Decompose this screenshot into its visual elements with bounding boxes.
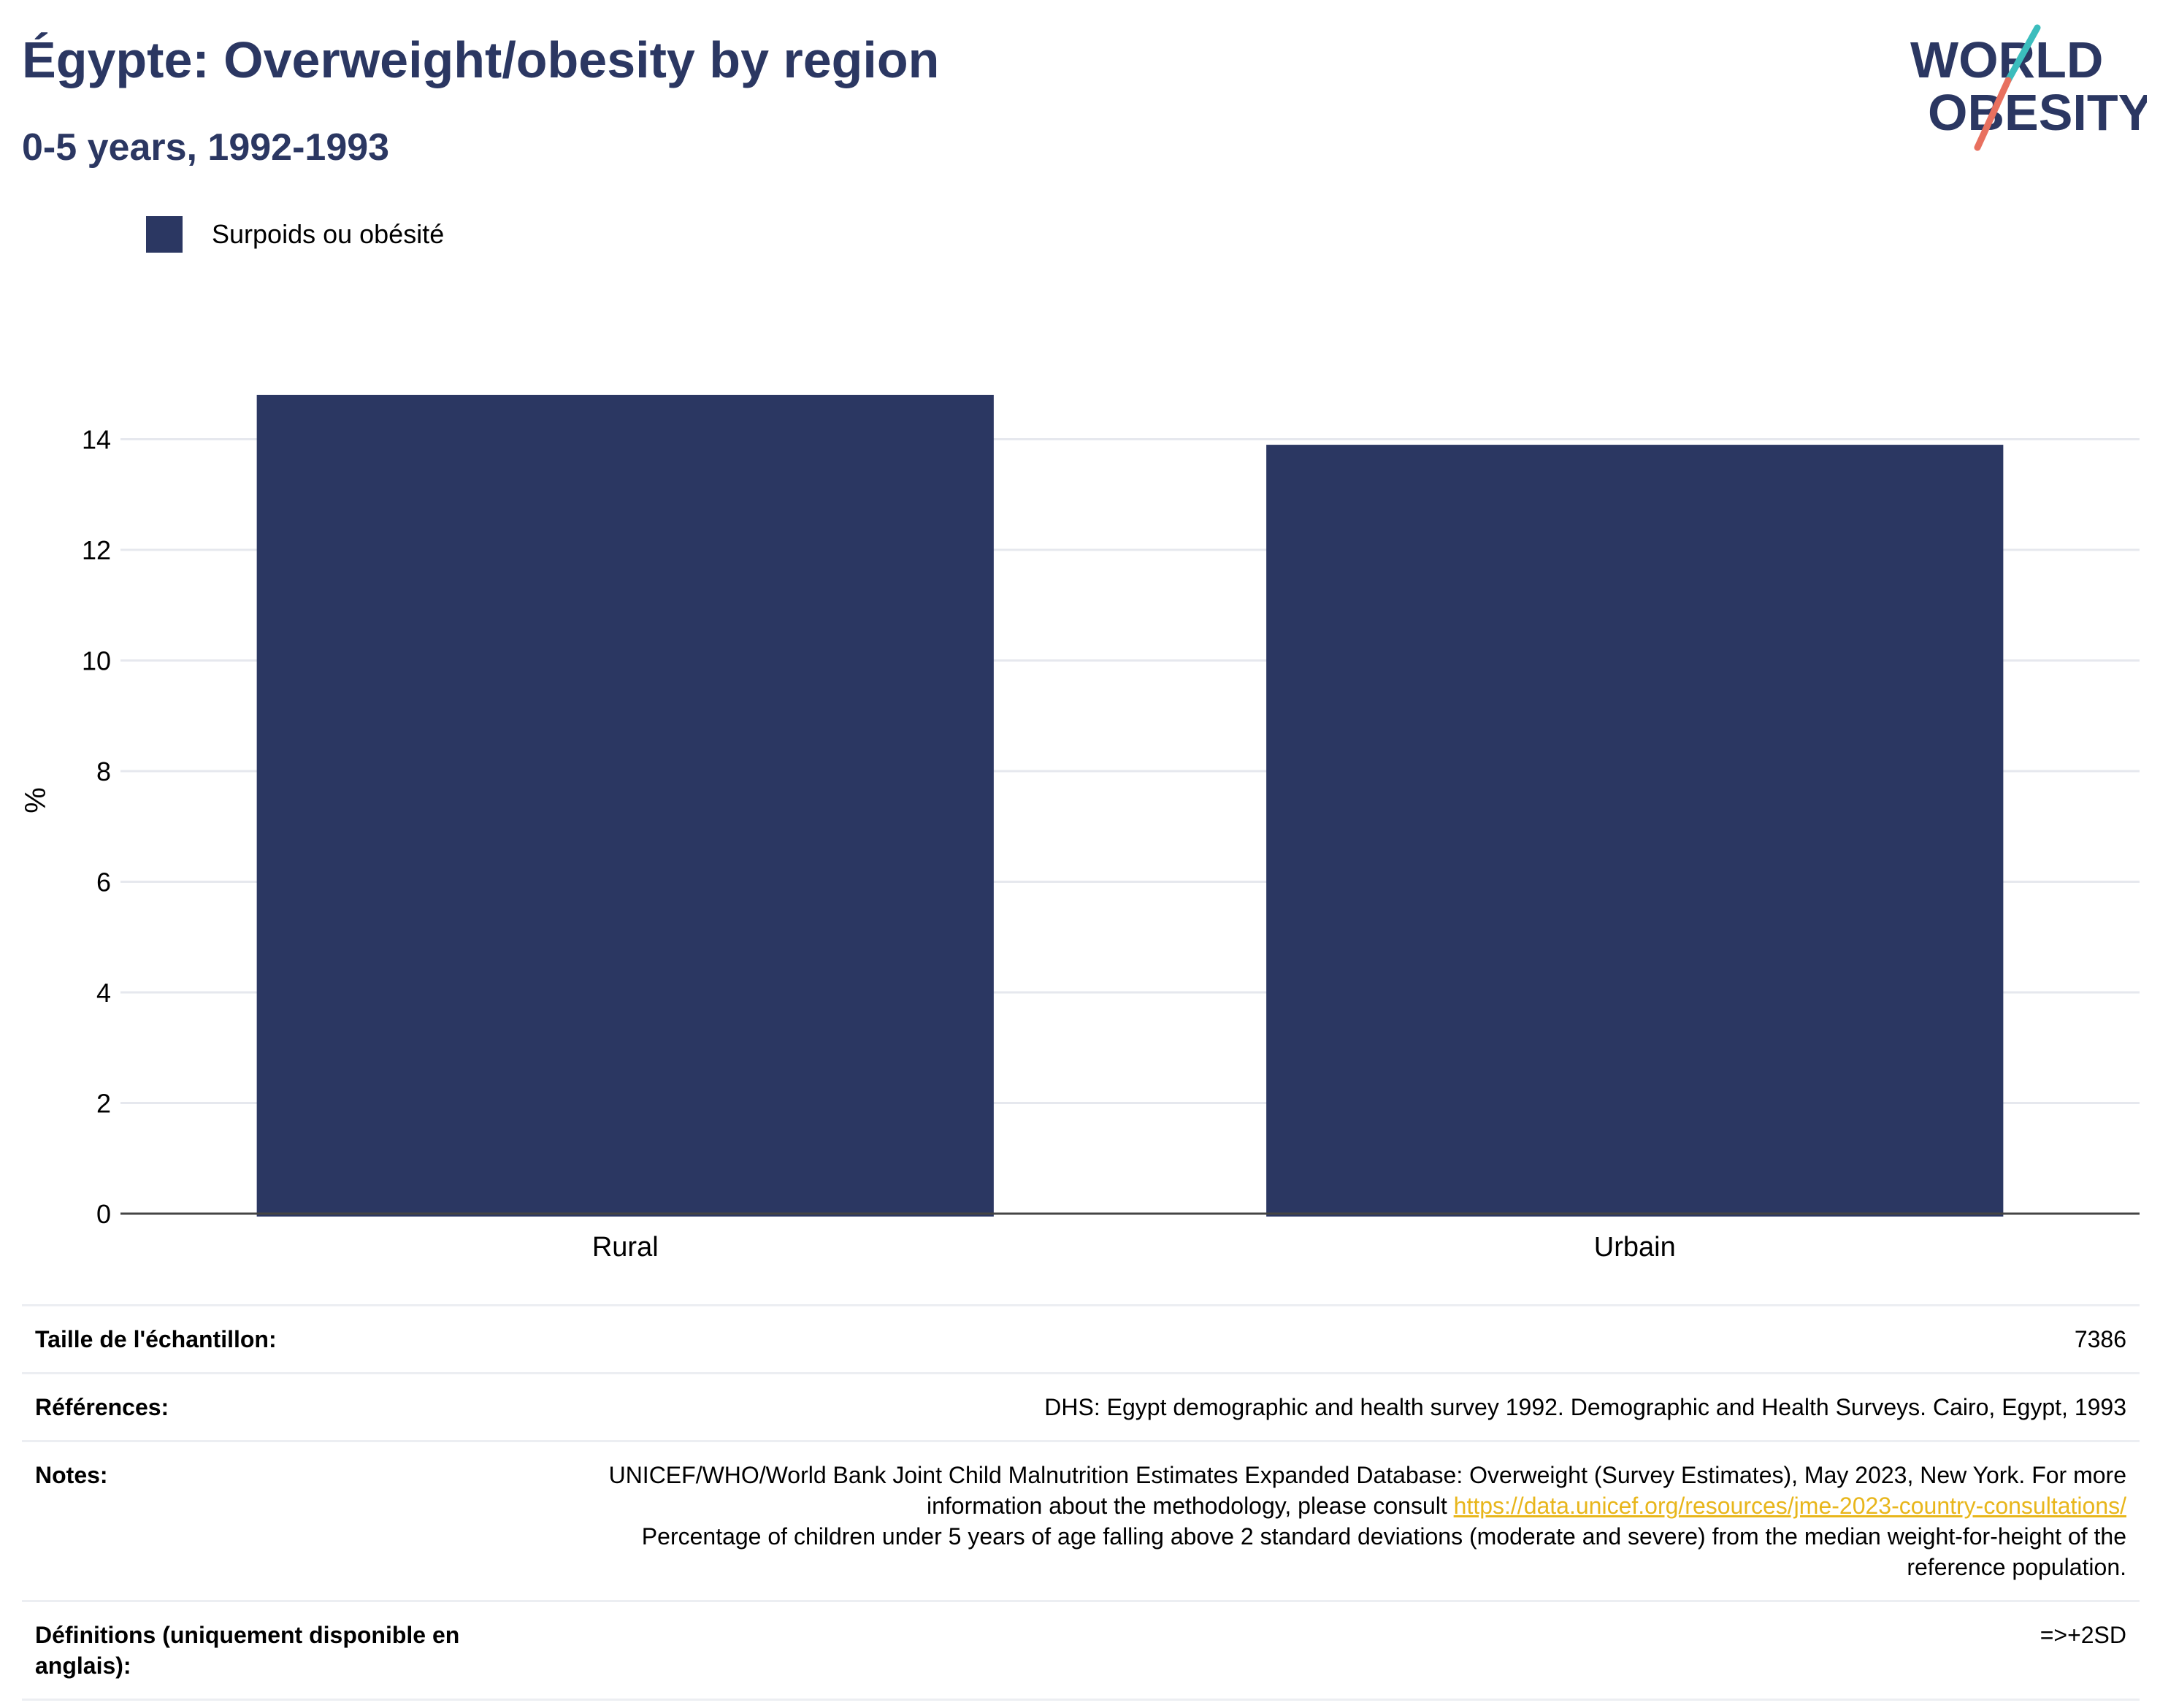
notes-text-before: UNICEF/WHO/World Bank Joint Child Malnut… bbox=[608, 1462, 2126, 1519]
definitions-value: =>+2SD bbox=[2040, 1622, 2126, 1648]
legend[interactable]: Surpoids ou obésité bbox=[146, 216, 444, 253]
y-tick-label: 12 bbox=[82, 535, 111, 565]
x-tick-label: Urbain bbox=[1594, 1232, 1676, 1263]
legend-swatch bbox=[146, 216, 183, 253]
references-label: Références: bbox=[35, 1394, 169, 1420]
bar-chart: 0 2 4 6 8 10 12 14% Rural Urbain bbox=[20, 394, 2140, 1263]
info-row-sample-size: Taille de l'échantillon: 7386 bbox=[22, 1304, 2140, 1372]
chart-title: Égypte: Overweight/obesity by region bbox=[22, 31, 940, 88]
notes-text-after: Percentage of children under 5 years of … bbox=[641, 1523, 2126, 1580]
references-value: DHS: Egypt demographic and health survey… bbox=[1044, 1394, 2126, 1420]
info-row-notes: Notes: UNICEF/WHO/World Bank Joint Child… bbox=[22, 1440, 2140, 1600]
logo-slash-top bbox=[2004, 24, 2041, 84]
y-tick-label: 10 bbox=[82, 646, 111, 676]
x-tick-label: Rural bbox=[592, 1232, 659, 1263]
world-obesity-logo: WORLD OBESITY bbox=[1910, 24, 2147, 151]
methodology-link[interactable]: https://data.unicef.org/resources/jme-20… bbox=[1453, 1493, 2126, 1519]
sample-size-label: Taille de l'échantillon: bbox=[35, 1326, 277, 1352]
chart-subtitle: 0-5 years, 1992-1993 bbox=[22, 126, 390, 169]
definitions-label: Définitions (uniquement disponible en an… bbox=[35, 1622, 460, 1679]
logo-line2: OBESITY bbox=[1928, 84, 2147, 141]
legend-label: Surpoids ou obésité bbox=[212, 219, 445, 249]
logo-slash-bottom bbox=[1974, 77, 2012, 151]
y-tick-label: 6 bbox=[96, 868, 111, 897]
y-tick-label: 2 bbox=[96, 1089, 111, 1119]
notes-label: Notes: bbox=[35, 1462, 108, 1488]
y-tick-label: 14 bbox=[82, 425, 111, 455]
y-tick-label: 8 bbox=[96, 757, 111, 786]
y-tick-label: 0 bbox=[96, 1199, 111, 1229]
info-table: Taille de l'échantillon: 7386 Références… bbox=[22, 1304, 2140, 1701]
info-row-definitions: Définitions (uniquement disponible en an… bbox=[22, 1600, 2140, 1701]
sample-size-value: 7386 bbox=[2074, 1326, 2126, 1352]
bar-rural bbox=[256, 394, 994, 1217]
notes-value: UNICEF/WHO/World Bank Joint Child Malnut… bbox=[556, 1460, 2126, 1582]
info-row-references: Références: DHS: Egypt demographic and h… bbox=[22, 1372, 2140, 1440]
y-tick-label: 4 bbox=[96, 978, 111, 1008]
y-axis-label: % bbox=[20, 787, 52, 813]
bar-urbain bbox=[1266, 445, 2004, 1217]
